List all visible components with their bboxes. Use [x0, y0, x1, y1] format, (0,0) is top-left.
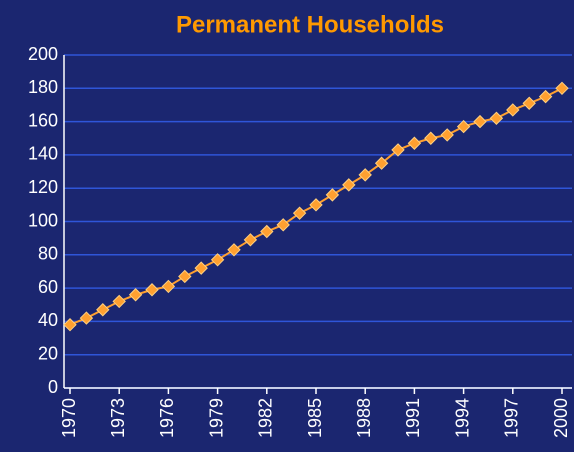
data-point [424, 131, 438, 145]
y-tick-label: 20 [38, 343, 58, 363]
y-tick-label: 120 [28, 177, 58, 197]
data-point [555, 81, 569, 96]
y-tick-label: 180 [28, 77, 58, 97]
x-tick-label: 1970 [59, 398, 79, 438]
data-point [391, 143, 405, 157]
data-point [194, 261, 208, 275]
y-tick-label: 100 [28, 210, 58, 230]
data-point [473, 114, 487, 129]
data-point [456, 119, 471, 134]
y-tick-label: 60 [38, 277, 58, 297]
data-point [538, 89, 553, 104]
data-point [358, 168, 372, 182]
data-point [309, 198, 323, 212]
data-point [489, 111, 504, 125]
data-point [63, 318, 77, 332]
data-point [342, 178, 356, 192]
data-point [210, 253, 225, 267]
y-tick-label: 40 [38, 310, 58, 330]
x-tick-label: 1973 [108, 398, 128, 438]
data-point [407, 136, 422, 150]
x-tick-label: 1991 [403, 398, 423, 438]
data-point [374, 156, 389, 170]
x-tick-label: 1979 [206, 398, 226, 438]
data-point [276, 218, 290, 232]
data-point [96, 303, 110, 317]
data-point [506, 103, 520, 117]
x-tick-label: 2000 [551, 398, 571, 438]
data-point [260, 224, 274, 239]
data-point [325, 188, 340, 202]
data-point [112, 294, 126, 309]
x-tick-label: 1994 [452, 398, 472, 438]
y-tick-label: 80 [38, 244, 58, 264]
x-tick-label: 1988 [354, 398, 374, 438]
y-tick-label: 200 [28, 44, 58, 64]
y-tick-label: 160 [28, 110, 58, 130]
data-point [178, 269, 192, 284]
x-tick-label: 1976 [157, 398, 177, 438]
y-tick-label: 140 [28, 144, 58, 164]
x-tick-label: 1997 [502, 398, 522, 438]
data-point [145, 283, 159, 297]
data-point [128, 288, 143, 302]
data-point [161, 279, 176, 294]
chart-title: Permanent Households [176, 11, 444, 38]
y-tick-label: 0 [48, 377, 58, 397]
x-tick-label: 1982 [256, 398, 276, 438]
data-point [79, 311, 94, 325]
data-point [522, 96, 536, 110]
data-point [292, 206, 307, 220]
data-point [440, 128, 454, 142]
x-tick-label: 1985 [305, 398, 325, 438]
data-point [227, 243, 241, 257]
data-point [243, 233, 258, 247]
